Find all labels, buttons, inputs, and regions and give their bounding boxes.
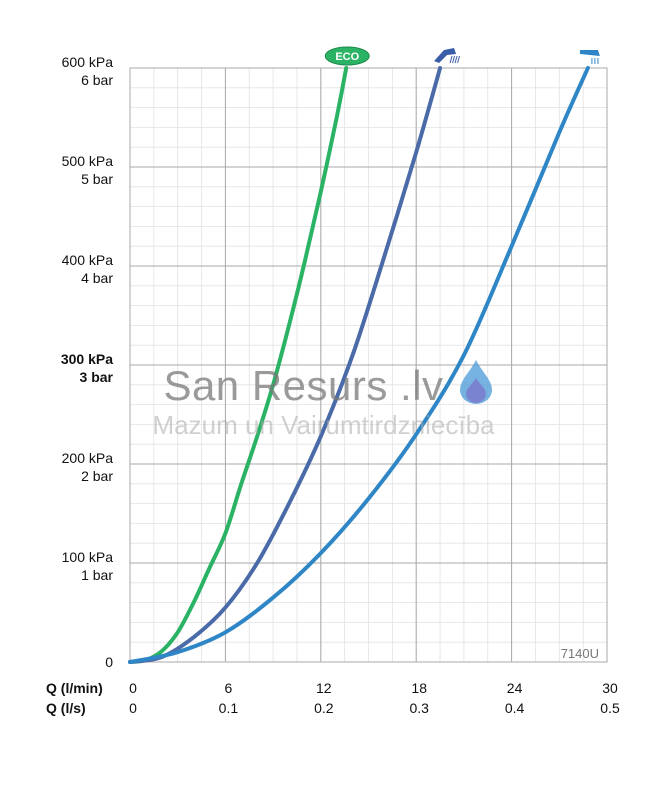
y-tick-label-kpa: 600 kPa	[62, 54, 114, 70]
y-tick-label-kpa: 400 kPa	[62, 252, 114, 268]
x-tick-label-ls: 0.2	[314, 700, 334, 716]
hand-shower-icon	[434, 48, 461, 64]
x-axis-label-lmin: Q (l/min)	[46, 680, 103, 696]
x-tick-label-lmin: 30	[602, 680, 618, 696]
grid	[129, 67, 608, 663]
overhead-shower-icon	[579, 50, 600, 64]
overhead-shower-head	[579, 50, 600, 56]
y-tick-label-bar: 1 bar	[81, 567, 113, 583]
curves	[128, 66, 590, 664]
hand-shower-spray	[454, 55, 458, 64]
x-tick-label-ls: 0.4	[505, 700, 525, 716]
hand-shower-spray	[449, 55, 453, 64]
series-line-eco-badge	[128, 66, 349, 664]
x-axis-label-ls: Q (l/s)	[46, 700, 86, 716]
series-line-overhead-shower-icon	[128, 66, 590, 664]
y-tick-label-bar: 5 bar	[81, 171, 113, 187]
hand-shower-spray	[457, 55, 461, 64]
y-tick-label-kpa: 100 kPa	[62, 549, 114, 565]
water-drop-icon	[460, 360, 492, 404]
x-tick-label-ls: 0.1	[219, 700, 239, 716]
y-tick-label-kpa: 300 kPa	[61, 351, 113, 367]
eco-badge-shape	[324, 46, 370, 66]
y-tick-label-bar: 4 bar	[81, 270, 113, 286]
y-tick-label-bar: 3 bar	[80, 369, 114, 385]
x-tick-label-ls: 0.3	[409, 700, 429, 716]
x-tick-label-lmin: 24	[507, 680, 523, 696]
model-code: 7140U	[561, 646, 599, 661]
y-tick-label-kpa: 200 kPa	[62, 450, 114, 466]
y-tick-label-kpa: 0	[105, 654, 113, 670]
y-tick-label-bar: 2 bar	[81, 468, 113, 484]
series-line-hand-shower-icon	[128, 66, 443, 664]
y-axis-labels: 0 100 kPa 1 bar 200 kPa 2 bar 300 kPa 3 bar 400…	[61, 54, 114, 670]
eco-badge-label: ECO	[335, 51, 359, 63]
x-axis-labels: Q (l/min) Q (l/s) 0 6 12 18 24 30 0 0.1 0.2 0.3 0.4 0…	[46, 680, 620, 716]
hand-shower-handle	[434, 48, 457, 63]
x-tick-label-lmin: 6	[225, 680, 233, 696]
y-tick-label-bar: 6 bar	[81, 72, 113, 88]
x-tick-label-ls: 0.5	[600, 700, 620, 716]
series-icons: ECO	[324, 46, 600, 66]
y-tick-label-kpa: 500 kPa	[62, 153, 114, 169]
x-tick-label-lmin: 12	[316, 680, 332, 696]
x-tick-label-lmin: 18	[411, 680, 427, 696]
x-tick-label-ls: 0	[129, 700, 137, 716]
eco-badge: ECO	[324, 46, 370, 66]
hand-shower-spray	[452, 55, 456, 64]
x-tick-label-lmin: 0	[129, 680, 137, 696]
